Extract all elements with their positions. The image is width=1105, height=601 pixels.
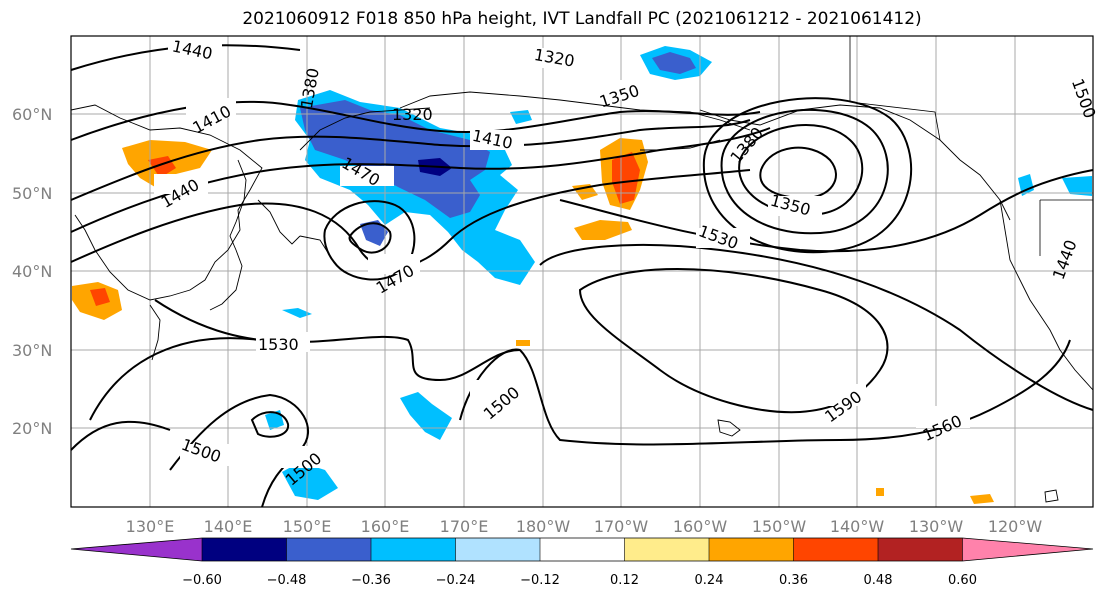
colorbar-tick: −0.48 [267,573,307,588]
latitude-labels: 60°N 50°N 40°N 30°N 20°N [12,105,52,438]
ivt-region-pos-weak-6 [970,494,994,504]
colorbar-tick: 0.60 [948,573,977,588]
colorbar-tick: −0.36 [351,573,391,588]
ivt-region-mid-2 [360,220,388,246]
map-frame [70,35,1094,508]
colorbar-tick: −0.24 [436,573,476,588]
colorbar-segment [624,538,709,561]
lon-label-150e: 150°E [283,517,332,536]
colorbar-segment [540,538,625,561]
height-contours [70,44,1094,508]
lon-label-160e: 160°E [361,517,410,536]
colorbar-segment-min [71,538,202,561]
colorbar-tick: −0.12 [520,573,560,588]
ivt-region-weak-4 [282,462,338,500]
lon-label-120w: 120°W [988,517,1043,536]
contour-label: 1530 [258,335,299,354]
lat-label-40n: 40°N [12,262,52,281]
ivt-region-mid-3 [652,52,696,74]
lon-label-150w: 150°W [752,517,807,536]
lon-label-170e: 170°E [440,517,489,536]
ivt-region-weak-8 [282,308,312,318]
colorbar-segment [455,538,540,561]
lon-label-160w: 160°W [673,517,728,536]
colorbar-segment-max [962,538,1093,561]
colorbar-segment [371,538,456,561]
lat-label-20n: 20°N [12,419,52,438]
lon-label-130e: 130°E [126,517,175,536]
lon-label-180w: 180°W [516,517,571,536]
colorbar-segment [709,538,794,561]
ivt-region-weak-7 [1062,176,1092,196]
ivt-region-mid-1 [300,100,490,218]
lon-label-140w: 140°W [830,517,885,536]
map-title: 2021060912 F018 850 hPa height, IVT Land… [242,9,922,29]
lon-label-130w: 130°W [909,517,964,536]
ivt-region-pos-mid-2 [612,152,640,204]
colorbar-segment [878,538,963,561]
ivt-region-weak-6 [1018,174,1034,196]
lat-label-30n: 30°N [12,341,52,360]
colorbar-tick: 0.48 [864,573,893,588]
colorbar-tick: 0.24 [695,573,724,588]
lat-label-60n: 60°N [12,105,52,124]
colorbar-segment [202,538,287,561]
coastlines [70,91,1094,503]
longitude-labels: 130°E 140°E 150°E 160°E 170°E 180°W 170°… [126,517,1043,536]
ivt-region-weak-5 [265,410,284,430]
colorbar-tick: 0.36 [779,573,808,588]
lon-label-140e: 140°E [204,517,253,536]
lon-label-170w: 170°W [594,517,649,536]
ivt-region-pos-weak-3 [574,220,632,240]
ivt-shading-positive [72,138,994,504]
colorbar-tick: 0.12 [610,573,639,588]
colorbar: −0.60 −0.48 −0.36 −0.24 −0.12 0.12 0.24 … [70,537,1094,588]
colorbar-segment [793,538,878,561]
lat-label-50n: 50°N [12,184,52,203]
ivt-region-pos-mid-3 [90,288,110,306]
contour-label: 1320 [392,105,433,124]
ivt-region-pos-weak-8 [516,340,530,346]
colorbar-segment [286,538,371,561]
ivt-region-pos-weak-7 [876,488,884,496]
colorbar-tick: −0.60 [182,573,222,588]
